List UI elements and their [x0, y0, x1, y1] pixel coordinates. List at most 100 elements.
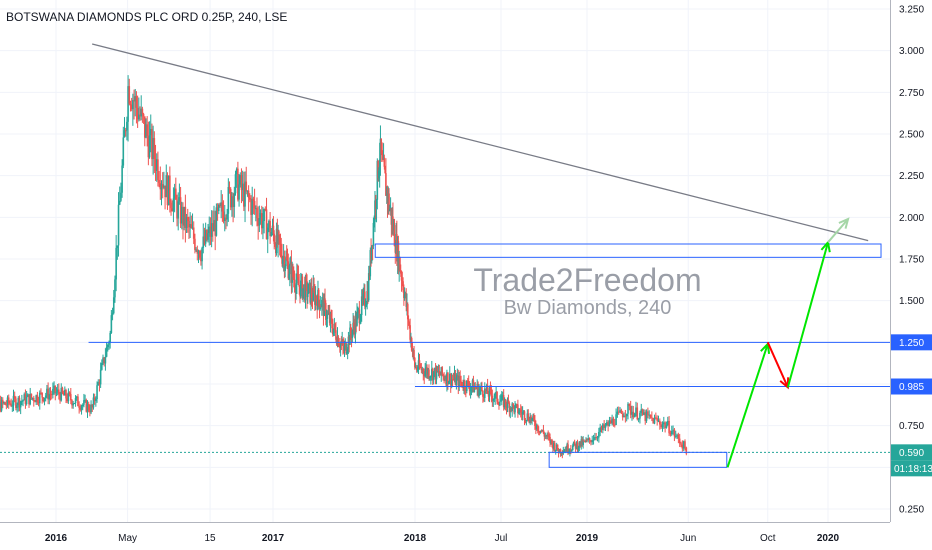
x-axis[interactable]: 2016 May 15 2017 2018 Jul 2019 Jun Oct 2020 [0, 522, 890, 545]
candle-body [480, 385, 482, 389]
candle-body [84, 399, 86, 401]
candle-body [128, 86, 131, 104]
candle-body [240, 175, 243, 191]
candle-body [118, 200, 121, 205]
candle-body [456, 375, 459, 378]
candle-body [201, 247, 203, 262]
candle-body [522, 411, 525, 413]
candle-body [227, 186, 230, 214]
candle-body [74, 398, 77, 404]
candle-body [525, 419, 528, 421]
candle-body [656, 418, 658, 421]
candle-body [506, 400, 509, 408]
x-tick-label: 2018 [404, 533, 427, 544]
candle-body [225, 217, 227, 220]
candle-body [492, 399, 495, 401]
candle-body [245, 181, 248, 192]
chart-title: BOTSWANA DIAMONDS PLC ORD 0.25P, 240, LS… [6, 10, 288, 24]
candle-body [243, 183, 245, 207]
candle-body [474, 387, 477, 389]
candle-body [301, 276, 304, 299]
candle-body [16, 405, 18, 408]
candle-body [60, 387, 63, 401]
candle-body [353, 322, 355, 327]
candle-body [189, 224, 191, 228]
candle-body [101, 362, 103, 370]
candle-body [59, 394, 61, 401]
candle-body [259, 213, 262, 219]
candle-body [571, 445, 574, 451]
candle-body [661, 424, 664, 428]
candle-body [167, 175, 170, 206]
candle-body [152, 138, 154, 160]
candle-body [92, 397, 95, 408]
candle-body [672, 429, 674, 432]
candle-body [561, 453, 564, 455]
candle-body [258, 218, 261, 226]
candle-body [478, 389, 480, 396]
candle-body [450, 379, 453, 386]
candle-body [97, 382, 100, 386]
candle-body [105, 347, 108, 357]
candle-body [494, 393, 496, 399]
candle-body [560, 453, 563, 455]
candle-body [419, 367, 422, 369]
projection-up-3 [827, 218, 849, 243]
candle-body [123, 130, 126, 138]
candle-body [226, 213, 228, 220]
candle-body [680, 443, 682, 445]
candle-body [209, 226, 212, 237]
candle-body [677, 434, 680, 439]
candle-body [55, 391, 58, 394]
candle-body [295, 283, 297, 293]
candle-body [56, 389, 59, 392]
candle-body [585, 439, 587, 442]
candle-body [488, 387, 491, 397]
candle-body [289, 263, 291, 275]
y-tick-label: 2.250 [899, 171, 924, 182]
candle-body [269, 220, 271, 237]
candle-body [451, 379, 454, 381]
candle-body [392, 216, 394, 231]
candle-body [584, 440, 586, 442]
candle-body [644, 412, 647, 421]
candle-body [315, 296, 318, 301]
candle-body [38, 392, 41, 404]
candle-body [648, 414, 651, 416]
candle-body [602, 424, 604, 430]
candle-body [635, 407, 637, 414]
candle-body [498, 403, 500, 406]
candle-body [541, 429, 544, 432]
candle-body [287, 261, 290, 279]
candle-body [12, 395, 15, 406]
candle-body [611, 418, 613, 424]
candle-body [571, 450, 573, 452]
candle-body [41, 392, 43, 398]
candle-body [145, 124, 147, 138]
y-axis[interactable]: 3.250 3.000 2.750 2.500 2.250 2.000 1.750 1.500… [890, 0, 925, 522]
candle-body [685, 447, 688, 454]
candle-body [402, 281, 404, 291]
candle-body [208, 226, 211, 234]
candle-body [37, 402, 40, 404]
candle-body [31, 397, 34, 399]
candle-body [343, 345, 346, 351]
candle-body [149, 129, 152, 136]
candle-body [324, 302, 327, 320]
candle-body [553, 443, 556, 452]
candle-body [81, 404, 84, 407]
candle-body [29, 393, 32, 405]
candle-body [520, 412, 523, 415]
candle-body [292, 266, 294, 278]
candle-body [278, 231, 280, 236]
candle-body [220, 202, 222, 207]
candle-body [403, 290, 405, 299]
candle-body [238, 184, 240, 200]
candle-body [431, 368, 434, 381]
x-tick-label: Oct [760, 533, 776, 544]
price-tag-0.590 [891, 444, 932, 461]
candle-body [364, 306, 367, 308]
candle-body [202, 236, 205, 248]
candle-body [477, 383, 479, 396]
